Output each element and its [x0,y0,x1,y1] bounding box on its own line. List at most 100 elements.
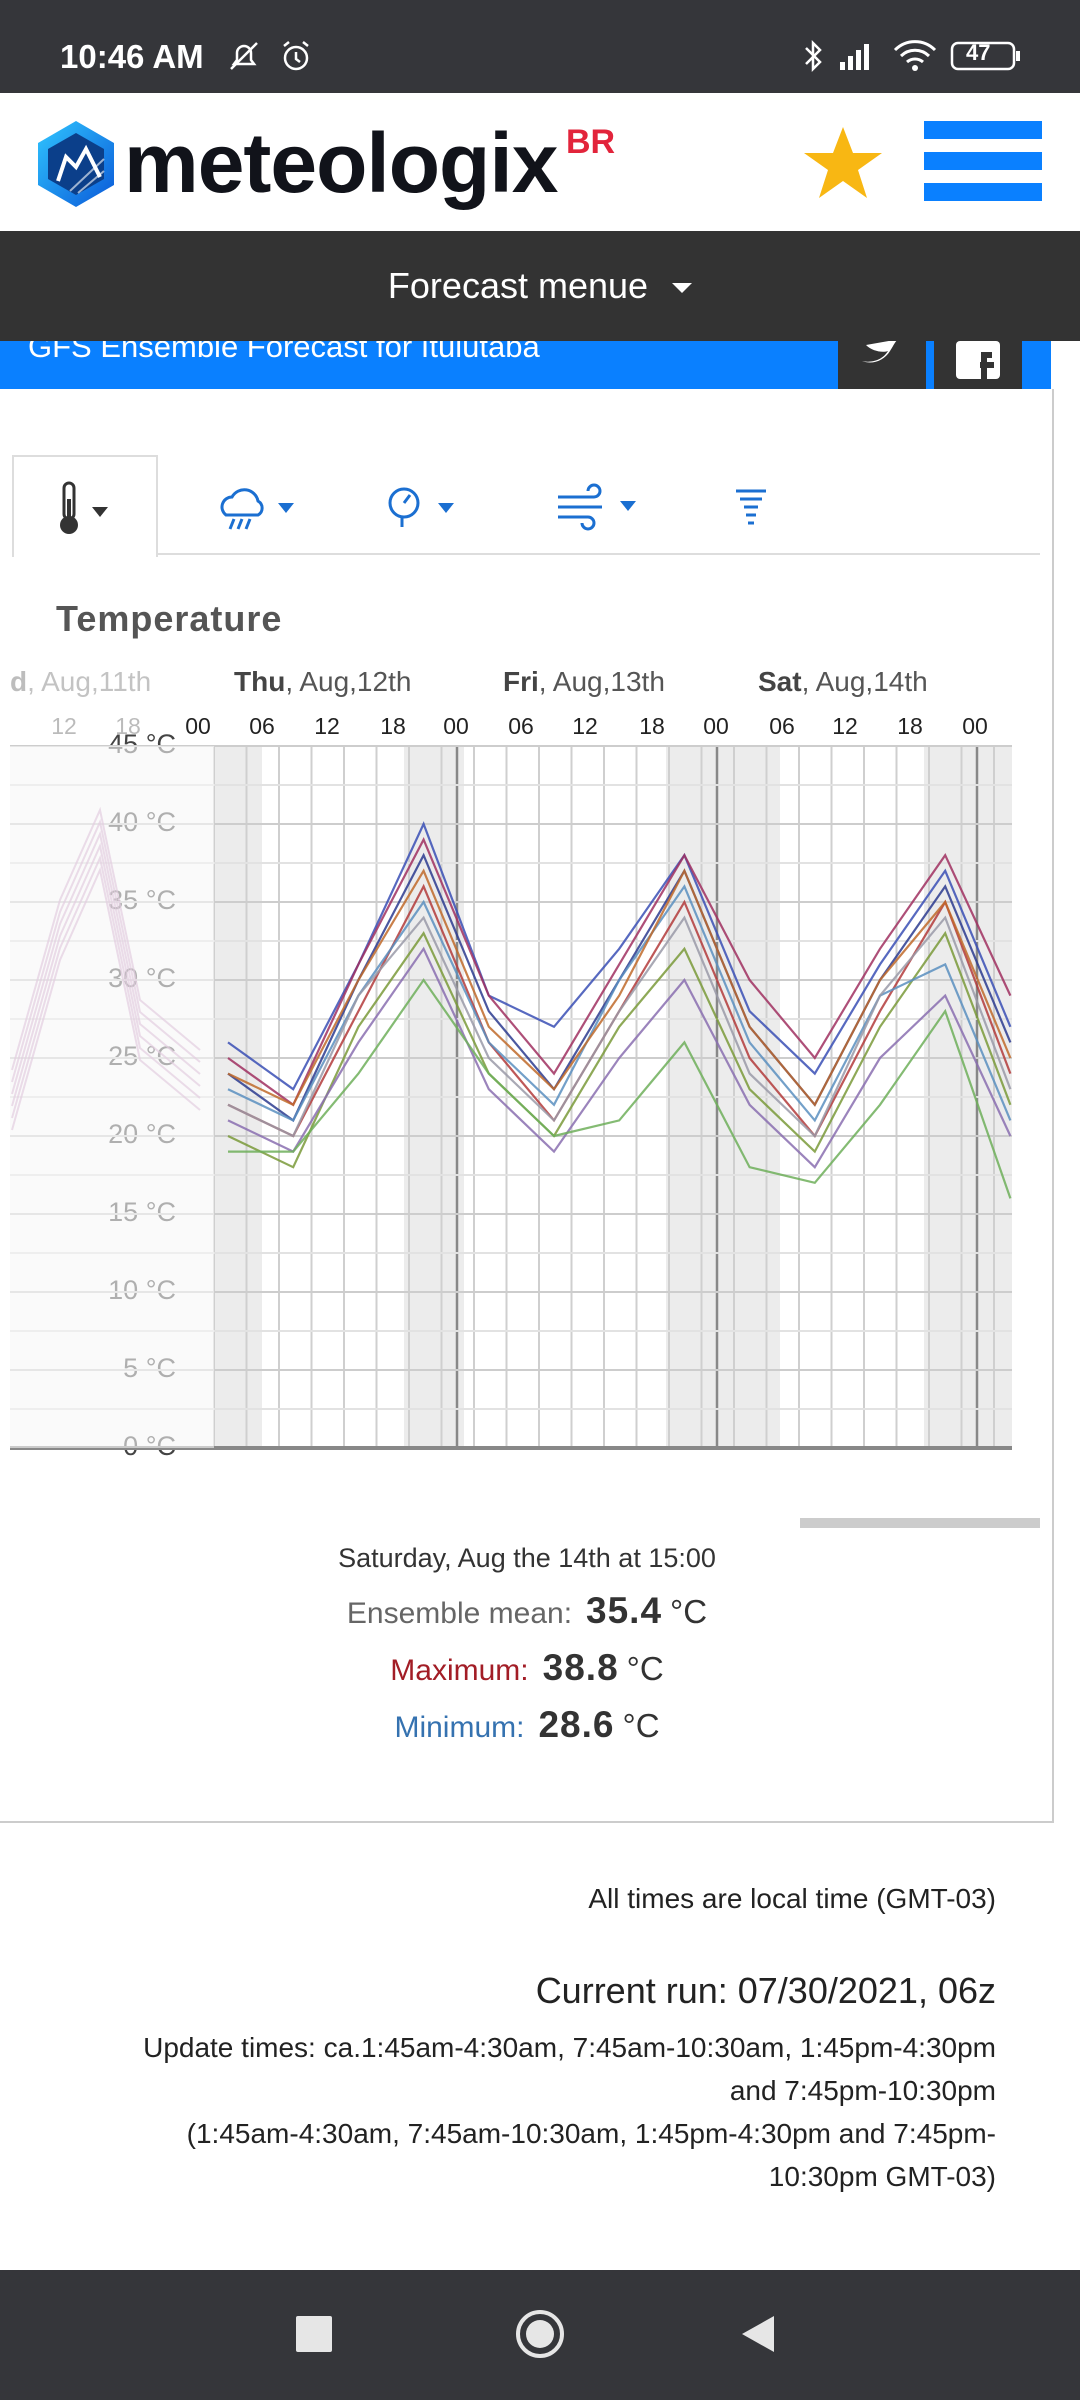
hamburger-menu-icon[interactable] [924,121,1042,201]
past-series-line [11,854,201,1119]
logo-text: meteologix [124,116,558,210]
series-line [227,930,1012,1169]
max-value: 38.8 [542,1647,619,1688]
day-date: , Aug,14th [801,666,928,697]
logo[interactable]: meteologix BR [0,93,640,231]
banner-title: GFS Ensemble Forecast for Ituiutaba [28,341,540,364]
signal-icon [838,38,878,74]
status-bar: 10:46 AM 47 [0,0,1080,93]
hour-tick-label: 18 [897,713,923,739]
hour-tick-label: 12 [51,713,77,739]
mute-icon [226,38,262,74]
logo-mark-icon [38,121,114,207]
hour-tick-label: 18 [115,713,141,739]
thermometer-icon [60,481,108,534]
forecast-card [0,389,1054,1823]
bluetooth-icon [800,38,828,74]
mean-value: 35.4 [586,1590,663,1631]
tornado-icon [736,489,766,525]
battery-level: 47 [966,40,991,65]
hour-tick-label: 18 [639,713,665,739]
hour-tick-label: 12 [832,713,858,739]
maximum-row: Maximum: 38.8 °C [0,1647,1054,1689]
current-run: Current run: 07/30/2021, 06z [535,1970,996,2011]
tab-gust[interactable] [718,455,788,555]
alarm-icon [278,38,314,74]
min-value: 28.6 [538,1704,615,1745]
update-line: Update times: ca.1:45am-4:30am, 7:45am-1… [143,2032,996,2063]
max-unit: °C [626,1650,664,1687]
min-label: Minimum: [394,1711,525,1744]
series-line [227,946,1012,1169]
day-date: , Aug,13th [538,666,665,697]
series-line [228,978,1012,1199]
wind-icon [558,483,636,531]
hour-tick-label: 00 [962,713,988,739]
ensemble-mean-row: Ensemble mean: 35.4 °C [0,1590,1054,1632]
minimum-row: Minimum: 28.6 °C [0,1704,1054,1746]
status-time: 10:46 AM [60,38,204,75]
past-series-line [11,806,201,1071]
logo-country: BR [566,123,616,161]
update-line: 10:30pm GMT-03) [768,2161,996,2192]
parameter-tabs [12,455,1040,557]
past-series-line [11,830,201,1095]
day-prefix: Sat [758,666,802,697]
series-line [227,868,1012,1107]
hour-tick-label: 06 [508,713,534,739]
hour-tick-label: 00 [443,713,469,739]
day-prefix: Thu [234,666,286,697]
back-button[interactable] [742,2316,774,2352]
hour-tick-label: 06 [249,713,275,739]
hour-tick-label: 12 [314,713,340,739]
tab-temperature[interactable] [12,455,158,557]
forecast-menu-label: Forecast menue [387,265,649,306]
past-series-line [11,866,201,1131]
day-date: , Aug,11th [27,666,152,697]
facebook-share-icon[interactable] [934,341,1022,389]
mean-unit: °C [670,1593,708,1630]
update-line: and 7:45pm-10:30pm [729,2075,996,2106]
tab-precipitation[interactable] [202,455,322,555]
hour-tick-label: 00 [185,713,211,739]
mean-label: Ensemble mean: [346,1597,573,1630]
timezone-note: All times are local time (GMT-03) [588,1883,996,1914]
update-line: (1:45am-4:30am, 7:45am-10:30am, 1:45pm-4… [186,2118,996,2149]
home-button[interactable] [516,2310,564,2358]
pressure-gauge-icon [388,487,454,527]
system-nav-bar [0,2270,1080,2400]
day-prefix: d [10,666,28,697]
hour-tick-label: 18 [380,713,406,739]
past-series-line [11,842,201,1107]
favorite-star-icon[interactable] [800,123,886,203]
forecast-banner: GFS Ensemble Forecast for Ituiutaba [0,341,1051,389]
max-label: Maximum: [390,1654,529,1687]
series-line [227,915,1012,1138]
tab-pressure[interactable] [370,455,490,555]
site-header: meteologix BR [0,93,1080,231]
day-label-sat: Sat, Aug,14th [758,666,928,698]
chevron-down-icon [672,283,693,294]
wifi-icon [893,38,937,74]
temperature-chart[interactable] [0,700,1080,1470]
series-line [227,837,1012,1107]
day-prefix: Fri [503,666,539,697]
forecast-menu-button[interactable]: Forecast menue [0,231,1080,341]
selected-time: Saturday, Aug the 14th at 15:00 [338,1543,716,1573]
chart-scrollbar[interactable] [800,1518,1040,1528]
day-label-fri: Fri, Aug,13th [503,666,665,698]
update-times: Update times: ca.1:45am-4:30am, 7:45am-1… [143,2026,996,2198]
day-date: , Aug,12th [285,666,412,697]
chart-title: Temperature [56,598,283,639]
min-unit: °C [622,1707,660,1744]
battery-icon: 47 [950,38,1022,74]
rain-cloud-icon [220,488,294,530]
day-label-prev: d, Aug,11th [10,666,151,698]
day-label-thu: Thu, Aug,12th [234,666,411,698]
tab-wind[interactable] [542,455,662,555]
hour-tick-label: 12 [572,713,598,739]
past-series-line [11,818,201,1083]
hour-tick-label: 00 [703,713,729,739]
recents-button[interactable] [296,2316,332,2352]
twitter-share-icon[interactable] [838,341,926,389]
